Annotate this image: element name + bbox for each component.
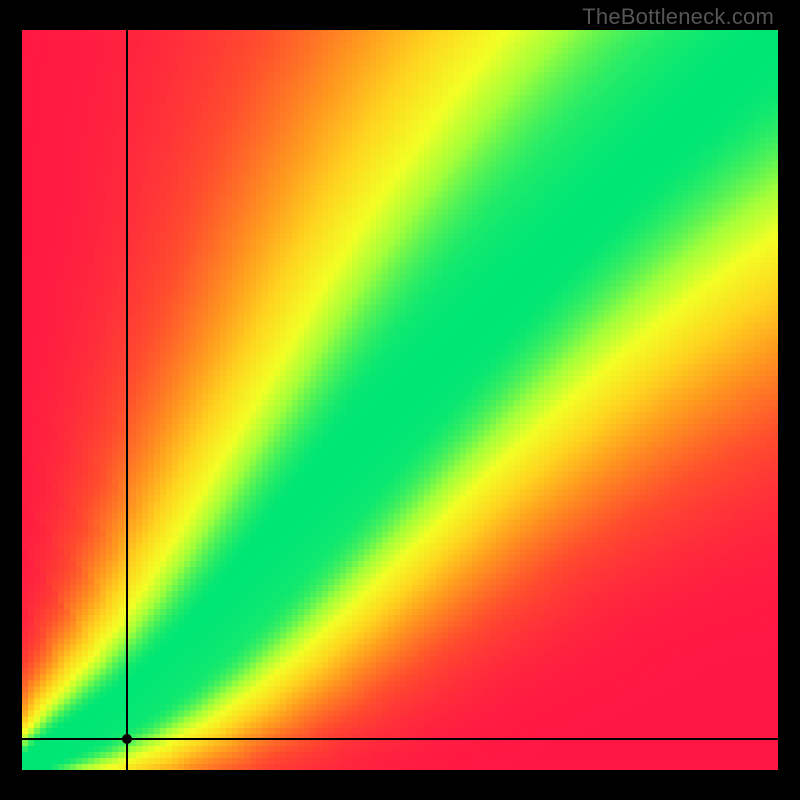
watermark-text: TheBottleneck.com (582, 4, 774, 30)
crosshair-horizontal (22, 738, 778, 740)
crosshair-point (122, 734, 132, 744)
heatmap-plot (22, 30, 778, 770)
stage: TheBottleneck.com (0, 0, 800, 800)
heatmap-canvas (22, 30, 778, 770)
crosshair-vertical (126, 30, 128, 770)
